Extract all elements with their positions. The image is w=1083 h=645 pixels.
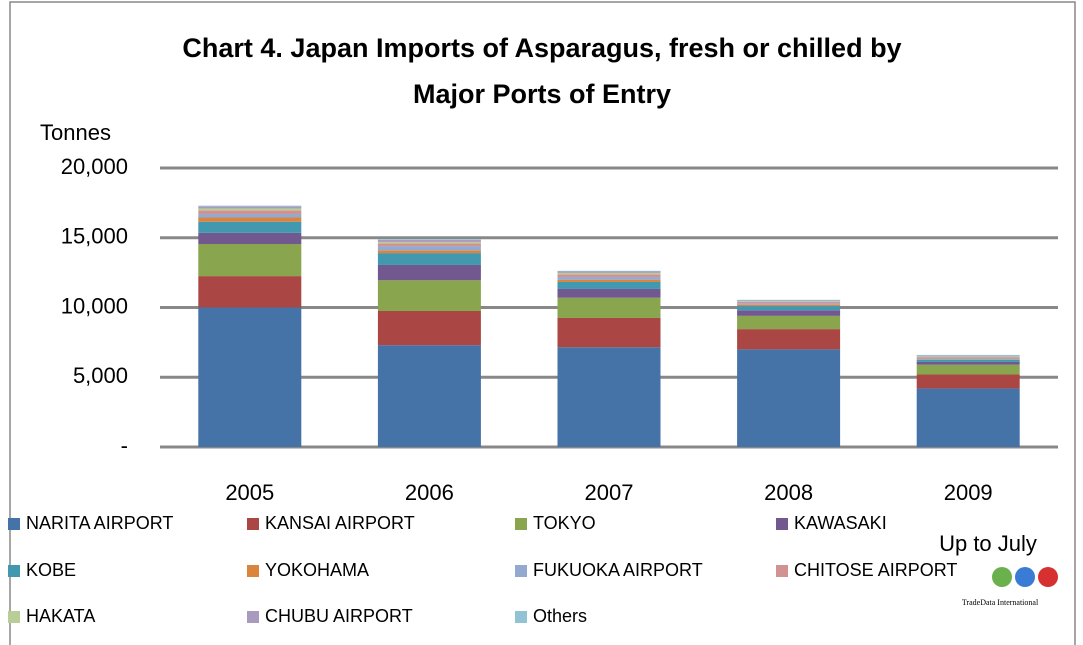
bar-segment xyxy=(737,301,841,304)
bar-segment xyxy=(377,280,481,311)
bar-segment xyxy=(377,241,481,244)
bar-segment xyxy=(198,205,302,207)
bar-segment xyxy=(198,214,302,218)
bar-segment xyxy=(377,264,481,281)
bar-segment xyxy=(557,297,661,318)
bar-segment xyxy=(557,279,661,282)
x-tick-label: 2005 xyxy=(225,480,274,505)
bar-segment xyxy=(916,364,1020,375)
legend-swatch xyxy=(515,565,527,577)
bar-segment xyxy=(198,276,302,308)
bar-segment xyxy=(737,329,841,350)
legend-swatch xyxy=(8,565,20,577)
bar-segment xyxy=(737,300,841,302)
legend-label: CHITOSE AIRPORT xyxy=(794,560,957,580)
legend-label: FUKUOKA AIRPORT xyxy=(533,560,703,580)
bar-segment xyxy=(737,310,841,316)
bar-segment xyxy=(377,310,481,346)
chart-title: Chart 4. Japan Imports of Asparagus, fre… xyxy=(182,33,901,63)
legend-label: HAKATA xyxy=(26,606,95,626)
bar-segment xyxy=(377,250,481,254)
bar-segment xyxy=(198,206,302,209)
chart-frame xyxy=(9,1,1076,645)
logo-icon xyxy=(992,567,1012,587)
legend-swatch xyxy=(515,518,527,530)
y-tick-label: 20,000 xyxy=(61,154,128,179)
bar-segment xyxy=(198,217,302,222)
bar-segment xyxy=(557,347,661,447)
annotation: Up to July xyxy=(939,531,1037,556)
legend-label: KAWASAKI xyxy=(794,513,887,533)
y-tick-label: 10,000 xyxy=(61,293,128,318)
bar-segment xyxy=(737,306,841,311)
y-axis-label: Tonnes xyxy=(40,120,111,145)
logo-icon xyxy=(1015,567,1035,587)
bar-segment xyxy=(557,277,661,280)
legend-swatch xyxy=(8,518,20,530)
bar-segment xyxy=(916,355,1020,357)
legend-swatch xyxy=(8,611,20,623)
bar-segment xyxy=(377,253,481,265)
bar-segment xyxy=(377,239,481,240)
bar-segment xyxy=(916,357,1020,358)
legend-swatch xyxy=(247,611,259,623)
legend-swatch xyxy=(776,518,788,530)
bar-segment xyxy=(557,317,661,348)
y-tick-label: - xyxy=(121,433,128,458)
bar-segment xyxy=(198,232,302,245)
bar-segment xyxy=(557,272,661,275)
bar-segment xyxy=(737,315,841,330)
bar-segment xyxy=(916,357,1020,360)
bar-segment xyxy=(198,210,302,215)
chart-title: Major Ports of Entry xyxy=(413,79,671,109)
bar-segment xyxy=(377,239,481,242)
bar-segment xyxy=(737,349,841,447)
bar-segment xyxy=(916,374,1020,389)
legend-swatch xyxy=(247,518,259,530)
bar-segment xyxy=(198,307,302,447)
bar-segment xyxy=(377,246,481,251)
legend-swatch xyxy=(247,565,259,577)
bar-segment xyxy=(737,301,841,302)
bar-segment xyxy=(737,299,841,301)
legend-label: KOBE xyxy=(26,560,76,580)
bar-segment xyxy=(916,356,1020,358)
legend-swatch xyxy=(776,565,788,577)
logo-icon xyxy=(1038,567,1058,587)
legend-label: KANSAI AIRPORT xyxy=(265,513,415,533)
bar-segment xyxy=(916,359,1020,362)
bar-segment xyxy=(916,359,1020,360)
bar-segment xyxy=(198,208,302,211)
y-tick-label: 5,000 xyxy=(73,363,128,388)
x-tick-label: 2009 xyxy=(944,480,993,505)
legend-label: NARITA AIRPORT xyxy=(26,513,173,533)
bar-segment xyxy=(377,243,481,247)
legend-label: CHUBU AIRPORT xyxy=(265,606,413,626)
bar-segment xyxy=(916,354,1020,356)
x-tick-label: 2007 xyxy=(585,480,634,505)
legend-label: YOKOHAMA xyxy=(265,560,369,580)
bar-segment xyxy=(737,303,841,305)
bar-segment xyxy=(557,274,661,278)
bar-segment xyxy=(737,304,841,307)
bar-segment xyxy=(198,244,302,277)
bar-segment xyxy=(557,281,661,289)
bar-segment xyxy=(557,271,661,273)
x-tick-label: 2008 xyxy=(764,480,813,505)
logo-text: TradeData International xyxy=(962,598,1039,607)
legend-swatch xyxy=(515,611,527,623)
bar-segment xyxy=(198,221,302,233)
legend-label: Others xyxy=(533,606,587,626)
bar-segment xyxy=(377,345,481,447)
x-tick-label: 2006 xyxy=(405,480,454,505)
bar-segment xyxy=(916,388,1020,447)
legend-label: TOKYO xyxy=(533,513,596,533)
bar-segment xyxy=(557,288,661,298)
bar-segment xyxy=(916,361,1020,365)
y-tick-label: 15,000 xyxy=(61,224,128,249)
bar-segment xyxy=(557,270,661,272)
